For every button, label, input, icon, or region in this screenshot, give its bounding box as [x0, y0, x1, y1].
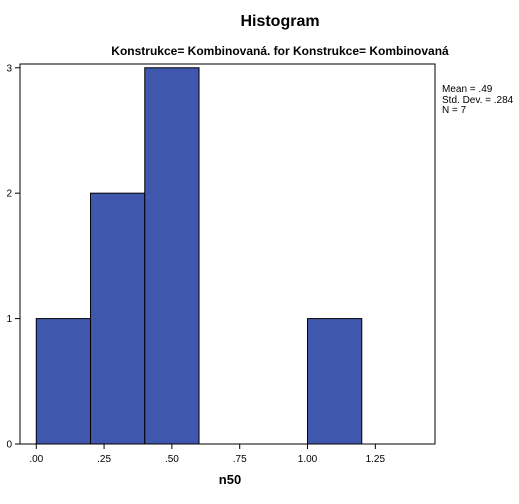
stat-n: N = 7 [442, 105, 467, 116]
histogram-bar-0 [35, 318, 92, 445]
y-tick-label-1: 1 [6, 314, 12, 325]
stats-box: Mean = .49 Std. Dev. = .284 N = 7 [442, 84, 514, 117]
x-tick-label-2: .50 [165, 454, 179, 465]
x-axis: .00 .25 .50 .75 1.00 1.25 [29, 444, 385, 465]
x-axis-label: n50 [218, 472, 242, 487]
histogram-bar-2 [144, 67, 200, 445]
y-tick-label-2: 2 [6, 189, 12, 200]
stat-mean: Mean = .49 [442, 84, 493, 95]
x-tick-label-0: .00 [29, 454, 43, 465]
y-tick-label-3: 3 [6, 63, 12, 74]
histogram-bar-1 [90, 192, 146, 445]
bar-group [35, 67, 363, 445]
chart-subtitle: Konstrukce= Kombinovaná. for Konstrukce=… [111, 44, 449, 58]
stat-std-dev: Std. Dev. = .284 [442, 94, 514, 106]
y-tick-label-0: 0 [6, 440, 12, 451]
x-tick-label-1: .25 [97, 454, 111, 465]
histogram-bar-5 [307, 318, 363, 445]
x-tick-label-5: 1.25 [366, 454, 386, 465]
x-tick-label-4: 1.00 [298, 454, 318, 465]
x-tick-label-3: .75 [233, 454, 247, 465]
y-axis: 0 1 2 3 [6, 63, 20, 451]
chart-title: Histogram [240, 13, 320, 30]
